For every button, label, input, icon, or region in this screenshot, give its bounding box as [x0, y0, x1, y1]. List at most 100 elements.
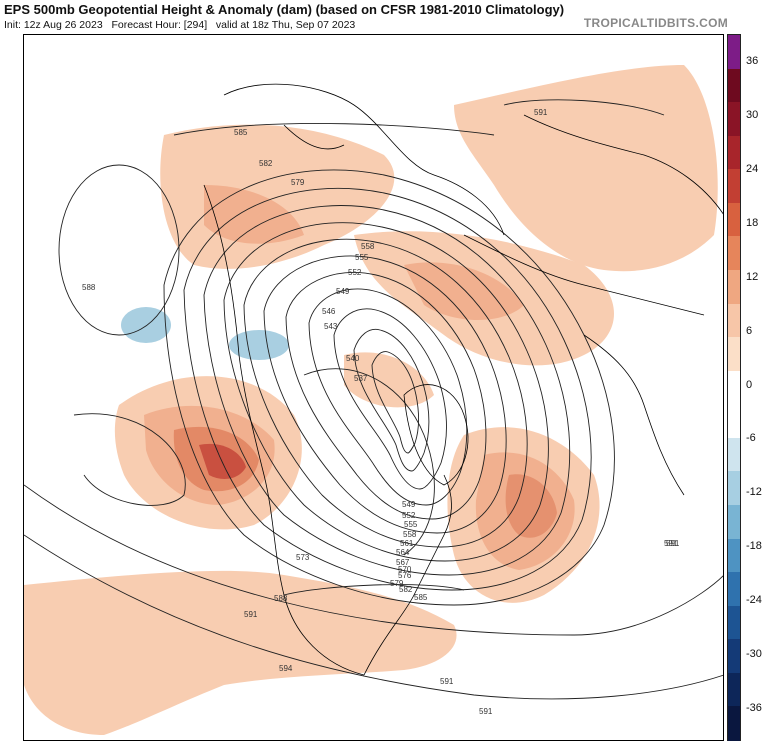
colorbar-tick-label: -6 [746, 432, 756, 445]
contour-567 [285, 271, 487, 520]
contour-label: 591 [534, 108, 548, 117]
contour-label: 579 [390, 579, 404, 588]
colorbar-segment [728, 35, 740, 70]
colorbar-segment [728, 236, 740, 271]
map-panel: 585 582 579 591 558 555 552 549 546 543 … [23, 34, 724, 741]
contour-555 [371, 351, 419, 454]
contour-588-west [73, 413, 186, 506]
contour-594 [24, 534, 723, 700]
colorbar-segment [728, 68, 740, 103]
colorbar-segment [728, 538, 740, 573]
colorbar-segment [728, 102, 740, 137]
negative-anomaly-hudson [229, 330, 289, 360]
contour-579 [203, 205, 571, 576]
colorbar-tick-label: 18 [746, 216, 759, 229]
contour-570 [263, 255, 507, 534]
contour-label: 549 [402, 500, 416, 509]
height-contours [24, 99, 723, 700]
colorbar-tick-label: 36 [746, 55, 759, 67]
contour-591 [24, 484, 723, 636]
contour-558 [353, 328, 430, 472]
contour-582 [183, 187, 592, 591]
contour-564 [308, 288, 468, 506]
colorbar-segment [728, 505, 740, 540]
contour-588-pacific-high [58, 164, 180, 336]
map-canvas: 585 582 579 591 558 555 552 549 546 543 … [24, 65, 723, 735]
colorbar-segment [728, 370, 740, 405]
colorbar-segment [728, 202, 740, 237]
contour-label: 558 [361, 242, 375, 251]
colorbar-tick-label: -30 [746, 648, 762, 661]
coast-siberia [523, 114, 723, 215]
map-subtitle: Init: 12z Aug 26 2023 Forecast Hour: [29… [4, 19, 355, 31]
contour-label: 558 [403, 530, 417, 539]
contour-label: 582 [399, 585, 413, 594]
colorbar-segment [728, 169, 740, 204]
colorbar-tick-label: 6 [746, 324, 753, 337]
contour-label: 594 [279, 664, 293, 673]
contour-label: 540 [346, 354, 360, 363]
contour-591-north [503, 99, 665, 116]
contour-label: 561 [400, 539, 414, 548]
init-time: Init: 12z Aug 26 2023 [4, 19, 103, 31]
forecast-hour: Forecast Hour: [294] [111, 19, 208, 31]
colorbar-segment [728, 672, 740, 707]
contour-label: 588 [274, 594, 288, 603]
coast-arctic-canada [223, 83, 505, 236]
coast-north-america-east [363, 474, 452, 676]
coast-greenland [403, 384, 469, 486]
contour-label: 591 [244, 610, 258, 619]
colorbar-segment [728, 471, 740, 506]
colorbar-segment [728, 572, 740, 607]
contour-588-south [283, 584, 465, 596]
contour-585-arctic [173, 123, 495, 136]
anomaly-area-subtropics [24, 570, 457, 735]
contour-label: 567 [396, 558, 410, 567]
contour-576 [223, 222, 549, 562]
valid-time: valid at 18z Thu, Sep 07 2023 [215, 19, 356, 31]
negative-anomaly-shading [121, 307, 289, 360]
colorbar-segment [728, 639, 740, 674]
contour-label: 573 [296, 553, 310, 562]
contour-585 [163, 169, 615, 606]
map-title: EPS 500mb Geopotential Height & Anomaly … [4, 2, 565, 17]
coast-north-america-west [203, 184, 365, 676]
contour-561 [333, 308, 447, 490]
colorbar-tick-label: 12 [746, 270, 759, 283]
contour-label: 576 [398, 571, 412, 580]
coast-eurasia-north [463, 234, 705, 316]
colorbar-tick-label: 24 [746, 162, 759, 175]
contour-label: 564 [396, 548, 410, 557]
anomaly-area-gulf-alaska-core [199, 443, 246, 479]
anomaly-shading [24, 65, 718, 735]
contour-label: 579 [291, 178, 305, 187]
anomaly-area-canada-core [204, 185, 304, 244]
colorbar-segment [728, 303, 740, 338]
contour-573 [243, 238, 528, 548]
contour-label: 570 [398, 565, 412, 574]
contour-label: 552 [348, 268, 362, 277]
contour-549-east [303, 368, 435, 556]
contour-label: 585 [414, 593, 428, 602]
contour-labels: 585 582 579 591 558 555 552 549 546 543 … [82, 108, 680, 716]
contour-label: 555 [355, 253, 369, 262]
colorbar-segment [728, 270, 740, 305]
colorbar-tick-label: 30 [746, 108, 759, 121]
coastlines [203, 83, 723, 676]
colorbar-tick-label: 0 [746, 378, 753, 391]
contour-label: 552 [402, 511, 416, 520]
coast-greenland-north [283, 124, 345, 150]
colorbar-tick-label: -12 [746, 486, 762, 499]
contour-label: 549 [336, 287, 350, 296]
negative-anomaly-pacific [121, 307, 171, 343]
anomaly-area-siberia [454, 65, 718, 272]
contour-label: 537 [354, 374, 368, 383]
colorbar-segment [728, 437, 740, 472]
anomaly-colorbar [727, 34, 741, 741]
coast-europe [583, 334, 685, 496]
contour-label: 591 [666, 539, 680, 548]
contour-label: 591 [440, 677, 454, 686]
colorbar-tick-label: -18 [746, 540, 762, 553]
colorbar-segment [728, 404, 740, 439]
contour-label: 546 [322, 307, 336, 316]
